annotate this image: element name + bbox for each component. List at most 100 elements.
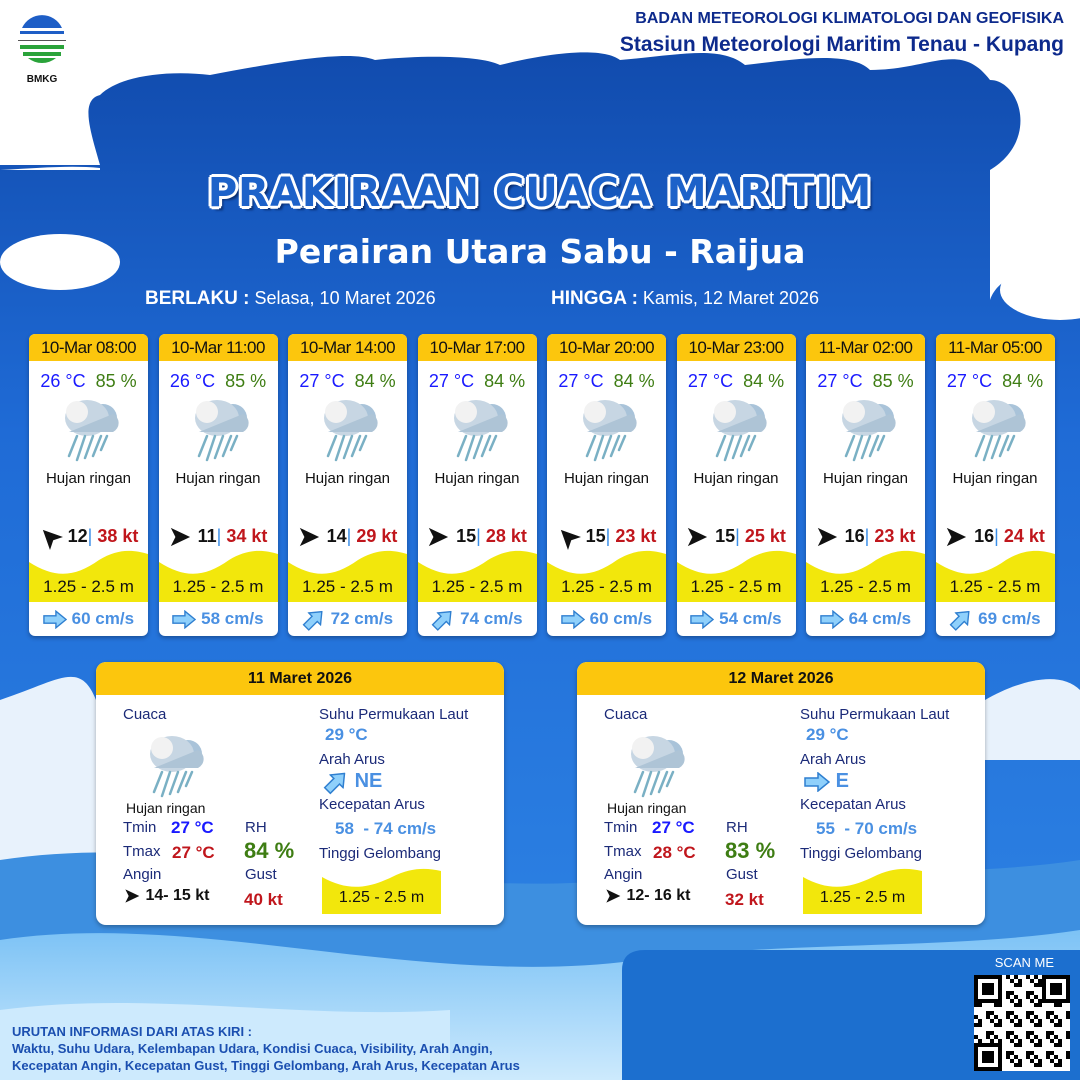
wave-height: 1.25 - 2.5 m xyxy=(820,577,911,596)
humidity: 85 % xyxy=(225,371,267,391)
forecast-card: 10-Mar 20:00 27 °C 84 % Hujan ringan 15|… xyxy=(547,334,666,636)
wind-speed: 11 xyxy=(197,526,217,546)
daily-weather: Hujan ringan xyxy=(126,800,206,816)
wind-direction-icon xyxy=(552,522,583,553)
air-temperature: 27 °C xyxy=(558,371,604,391)
air-temperature: 27 °C xyxy=(299,371,345,391)
current-direction-icon xyxy=(561,610,585,629)
light-rain-icon xyxy=(59,392,125,466)
wave-value: 1.25 - 2.5 m xyxy=(338,889,425,906)
weather-condition: Hujan ringan xyxy=(952,470,1038,487)
daily-date: 12 Maret 2026 xyxy=(577,662,985,695)
air-temperature: 26 °C xyxy=(40,371,86,391)
rh-value: 84 % xyxy=(244,838,295,863)
gust-speed: 38 kt xyxy=(97,526,139,546)
tmax-value: 27 °C xyxy=(172,843,215,862)
weather-condition: Hujan ringan xyxy=(45,470,132,487)
gust-speed: 25 kt xyxy=(744,526,786,546)
light-rain-icon xyxy=(448,392,514,466)
wave-height: 1.25 - 2.5 m xyxy=(561,577,652,596)
current-speed: 72 cm/s xyxy=(330,609,394,628)
weather-condition: Hujan ringan xyxy=(175,470,261,487)
wind-direction-icon xyxy=(945,526,967,548)
air-temperature: 27 °C xyxy=(817,371,863,391)
qr-label: SCAN ME xyxy=(994,955,1054,970)
wind-speed: 16 xyxy=(844,526,865,546)
weather-condition: Hujan ringan xyxy=(434,470,520,487)
current-speed-value: 55 - 70 cm/s xyxy=(816,819,918,838)
tmin-value: 27 °C xyxy=(171,818,214,837)
daily-summary-panel: 11 Maret 2026 Cuaca Hujan ringan Tmin 27… xyxy=(96,662,504,925)
air-temperature: 27 °C xyxy=(687,371,734,391)
daily-weather: Hujan ringan xyxy=(607,800,687,816)
valid-from: BERLAKU : Selasa, 10 Maret 2026 xyxy=(145,288,436,309)
current-direction-icon xyxy=(299,604,329,634)
wave-value: 1.25 - 2.5 m xyxy=(819,889,906,906)
wind-value: 14- 15 kt xyxy=(145,887,210,904)
logo-text: BMKG xyxy=(26,74,58,85)
station-name: Stasiun Meteorologi Maritim Tenau - Kupa… xyxy=(619,33,1064,56)
gust-speed: 23 kt xyxy=(615,526,657,546)
rh-value: 83 % xyxy=(725,838,776,863)
daily-date: 11 Maret 2026 xyxy=(96,662,504,695)
wave-graphic xyxy=(322,868,441,914)
agency-name: BADAN METEOROLOGI KLIMATOLOGI DAN GEOFIS… xyxy=(635,10,1064,27)
weather-condition: Hujan ringan xyxy=(693,470,779,487)
humidity: 84 % xyxy=(1002,371,1044,391)
light-rain-icon xyxy=(836,392,902,466)
gust-speed: 28 kt xyxy=(485,526,527,546)
light-rain-icon xyxy=(625,728,691,802)
wave-height: 1.25 - 2.5 m xyxy=(172,577,264,596)
forecast-time: 10-Mar 23:00 xyxy=(676,334,796,361)
forecast-time: 11-Mar 05:00 xyxy=(935,334,1055,361)
wind-direction-icon xyxy=(34,522,65,553)
weather-condition: Hujan ringan xyxy=(822,470,909,487)
current-direction-value: NE xyxy=(354,770,383,792)
current-direction-icon xyxy=(172,610,196,629)
forecast-card: 10-Mar 17:00 27 °C 84 % Hujan ringan 15|… xyxy=(417,334,537,636)
gust-speed: 23 kt xyxy=(874,526,916,546)
current-direction-icon xyxy=(820,610,844,629)
wind-value: 12- 16 kt xyxy=(626,887,691,904)
light-rain-icon xyxy=(189,392,255,466)
light-rain-icon xyxy=(577,392,643,466)
wave-height: 1.25 - 2.5 m xyxy=(302,577,393,596)
gust-speed: 24 kt xyxy=(1003,526,1045,546)
current-speed: 60 cm/s xyxy=(71,609,135,628)
wind-direction-icon xyxy=(123,888,141,904)
wave-height: 1.25 - 2.5 m xyxy=(431,577,523,596)
forecast-card: 10-Mar 08:00 26 °C 85 % Hujan ringan 12|… xyxy=(29,334,148,636)
current-speed: 69 cm/s xyxy=(978,609,1041,628)
forecast-time: 10-Mar 11:00 xyxy=(158,334,278,361)
footer-legend: URUTAN INFORMASI DARI ATAS KIRI : Waktu,… xyxy=(12,1024,520,1073)
wind-speed: 12 xyxy=(67,526,88,546)
current-direction-icon xyxy=(690,610,714,629)
current-speed: 60 cm/s xyxy=(589,609,653,628)
gust-value: 32 kt xyxy=(725,890,764,909)
tmin-value: 27 °C xyxy=(652,818,695,837)
air-temperature: 27 °C xyxy=(946,371,993,391)
forecast-time: 11-Mar 02:00 xyxy=(806,334,925,361)
qr-code[interactable] xyxy=(974,975,1070,1071)
current-direction-icon xyxy=(428,604,458,634)
wave-height: 1.25 - 2.5 m xyxy=(949,577,1041,596)
current-speed-value: 58 - 74 cm/s xyxy=(335,819,437,838)
forecast-time: 10-Mar 08:00 xyxy=(29,334,148,361)
forecast-card: 10-Mar 14:00 27 °C 84 % Hujan ringan 14|… xyxy=(288,334,407,636)
forecast-time: 10-Mar 20:00 xyxy=(547,334,666,361)
daily-summary-panel: 12 Maret 2026 Cuaca Hujan ringan Tmin 27… xyxy=(577,662,985,925)
weather-condition: Hujan ringan xyxy=(563,470,650,487)
light-rain-icon xyxy=(966,392,1032,466)
gust-speed: 29 kt xyxy=(356,526,398,546)
light-rain-icon xyxy=(318,392,384,466)
wind-direction-icon xyxy=(816,526,838,548)
wind-speed: 15 xyxy=(456,526,477,546)
forecast-card: 10-Mar 23:00 27 °C 84 % Hujan ringan 15|… xyxy=(676,334,796,636)
weather-condition: Hujan ringan xyxy=(304,470,391,487)
current-speed: 64 cm/s xyxy=(848,609,912,628)
wind-direction-icon xyxy=(686,526,708,548)
current-direction-icon xyxy=(804,772,830,792)
forecast-card: 11-Mar 05:00 27 °C 84 % Hujan ringan 16|… xyxy=(935,334,1055,636)
wind-direction-icon xyxy=(298,526,320,548)
humidity: 84 % xyxy=(613,371,655,391)
